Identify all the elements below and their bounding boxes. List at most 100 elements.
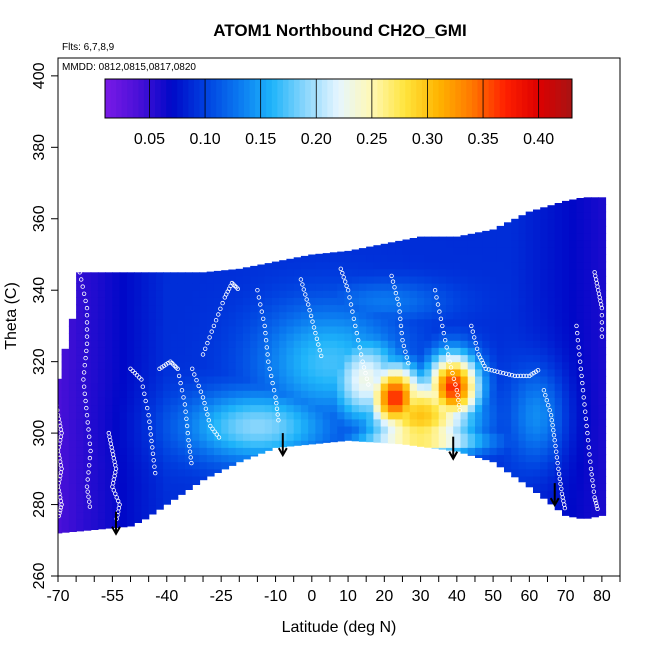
heatmap-cell	[467, 247, 476, 255]
heatmap-cell	[344, 397, 353, 406]
heatmap-cell	[533, 440, 541, 448]
heatmap-cell	[68, 340, 77, 348]
heatmap-cell	[90, 411, 99, 420]
heatmap-cell	[322, 304, 331, 313]
heatmap-cell	[76, 497, 84, 506]
heatmap-cell	[126, 440, 135, 448]
y-tick-label: 360	[31, 205, 48, 232]
heatmap-cell	[257, 383, 266, 391]
heatmap-cell	[547, 333, 556, 341]
heatmap-cell	[438, 311, 447, 320]
heatmap-cell	[315, 253, 324, 256]
heatmap-cell	[155, 354, 164, 363]
heatmap-cell	[525, 433, 534, 441]
sample-point	[274, 400, 279, 406]
heatmap-cell	[591, 383, 599, 391]
sample-point	[591, 483, 596, 489]
heatmap-cell	[68, 504, 77, 513]
heatmap-cell	[576, 447, 585, 456]
sample-point	[317, 348, 322, 353]
heatmap-cell	[105, 297, 113, 306]
heatmap-cell	[525, 483, 534, 488]
heatmap-cell	[68, 411, 77, 420]
heatmap-cell	[315, 411, 324, 420]
heatmap-cell	[83, 426, 92, 434]
sample-point	[110, 484, 115, 489]
heatmap-cell	[525, 261, 534, 270]
heatmap-cell	[489, 418, 498, 427]
heatmap-cell	[511, 297, 520, 306]
heatmap-cell	[250, 397, 259, 406]
heatmap-cell	[387, 426, 396, 434]
heatmap-cell	[76, 297, 84, 306]
heatmap-cell	[482, 340, 491, 348]
heatmap-cell	[337, 383, 346, 391]
heatmap-cell	[460, 411, 469, 420]
heatmap-cell	[155, 447, 164, 456]
heatmap-cell	[184, 433, 193, 441]
x-tick-label: 80	[593, 588, 611, 605]
heatmap-cell	[134, 518, 142, 523]
heatmap-cell	[540, 433, 549, 441]
heatmap-cell	[264, 426, 273, 434]
heatmap-cell	[598, 211, 607, 220]
heatmap-cell	[337, 347, 346, 356]
heatmap-cell	[163, 433, 171, 441]
heatmap-cell	[68, 454, 77, 463]
heatmap-cell	[460, 354, 469, 363]
heatmap-cell	[460, 433, 469, 441]
heatmap-cell	[105, 497, 113, 506]
heatmap-cell	[525, 283, 534, 291]
heatmap-cell	[547, 304, 556, 313]
heatmap-cell	[293, 268, 302, 277]
heatmap-cell	[257, 333, 266, 341]
heatmap-cell	[351, 290, 360, 298]
heatmap-cell	[213, 297, 222, 306]
heatmap-cell	[482, 418, 491, 427]
heatmap-cell	[402, 361, 411, 370]
heatmap-cell	[583, 218, 592, 227]
heatmap-cell	[228, 390, 237, 398]
heatmap-cell	[68, 511, 77, 520]
sample-point	[363, 370, 368, 376]
heatmap-cell	[387, 304, 396, 313]
heatmap-cell	[134, 497, 142, 506]
heatmap-cell	[431, 447, 440, 449]
heatmap-cell	[76, 433, 84, 441]
heatmap-cell	[489, 229, 498, 234]
heatmap-cell	[351, 433, 360, 441]
colorbar-segment	[238, 79, 245, 118]
heatmap-cell	[192, 476, 201, 484]
heatmap-cell	[467, 261, 476, 270]
heatmap-cell	[206, 375, 215, 384]
heatmap-cell	[504, 254, 512, 263]
heatmap-cell	[576, 361, 585, 370]
heatmap-cell	[576, 383, 585, 391]
heatmap-cell	[83, 518, 92, 527]
heatmap-cell	[409, 304, 418, 313]
heatmap-cell	[134, 476, 142, 484]
sample-point	[361, 365, 367, 370]
heatmap-cell	[300, 347, 309, 356]
heatmap-cell	[264, 383, 273, 391]
heatmap-cell	[199, 454, 208, 463]
heatmap-cell	[518, 325, 527, 334]
heatmap-cell	[395, 411, 404, 420]
heatmap-cell	[591, 468, 599, 477]
heatmap-cell	[279, 304, 288, 313]
heatmap-cell	[170, 433, 179, 441]
heatmap-cell	[329, 252, 338, 255]
heatmap-cell	[358, 347, 367, 356]
sample-point	[211, 323, 217, 329]
sample-point	[550, 423, 555, 428]
heatmap-cell	[373, 311, 382, 320]
heatmap-cell	[97, 272, 106, 277]
heatmap-cell	[83, 411, 92, 420]
heatmap-cell	[344, 275, 353, 284]
heatmap-cell	[373, 268, 382, 277]
heatmap-cell	[540, 476, 549, 484]
heatmap-cell	[540, 468, 549, 477]
heatmap-cell	[489, 397, 498, 406]
heatmap-cell	[90, 333, 99, 341]
heatmap-cell	[322, 440, 331, 443]
